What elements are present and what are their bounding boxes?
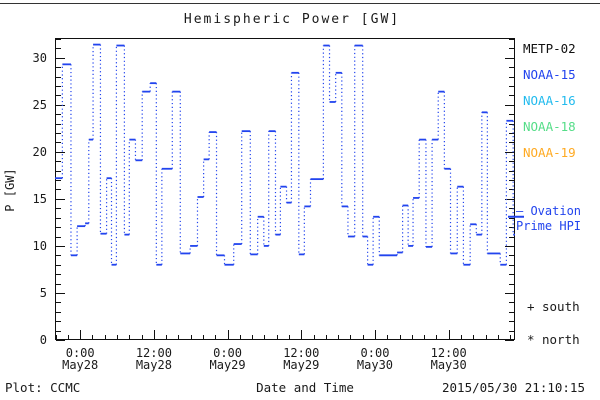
x-tick-time-label: 0:00	[213, 346, 243, 360]
x-tick-time-label: 12:00	[135, 346, 172, 360]
x-tick-date-label: May28	[135, 358, 172, 372]
y-axis-label: P [GW]	[3, 168, 17, 212]
asterisk-marker-icon: *	[527, 332, 535, 347]
y-tick-label: 5	[39, 285, 47, 300]
y-tick-label: 25	[32, 97, 47, 112]
top-divider-rule	[0, 3, 600, 4]
ovation-series-label: – Ovation Prime HPI	[516, 204, 581, 233]
y-tick-label: 0	[39, 333, 47, 347]
legend-item-metp02: METP-02	[523, 41, 576, 56]
plot-timestamp: 2015/05/30 21:10:15	[442, 380, 585, 395]
x-tick-date-label: May28	[62, 358, 99, 372]
legend-item-noaa18: NOAA-18	[523, 119, 576, 134]
ovation-series-label-line2: Prime HPI	[516, 218, 582, 233]
x-tick-date-label: May30	[356, 358, 394, 372]
x-tick-time-label: 0:00	[65, 346, 95, 360]
x-tick-date-label: May29	[209, 358, 246, 372]
satellite-legend: METP-02 NOAA-15 NOAA-16 NOAA-18 NOAA-19	[523, 41, 576, 171]
chart-canvas	[55, 38, 524, 341]
x-tick-time-label: 0:00	[360, 346, 390, 360]
south-marker-legend: + south	[527, 299, 580, 314]
x-tick-time-label: 12:00	[283, 346, 320, 360]
chart-title: Hemispheric Power [GW]	[183, 12, 401, 27]
x-tick-date-label: May29	[283, 358, 320, 372]
axis-frame	[55, 38, 515, 340]
legend-item-noaa16: NOAA-16	[523, 93, 576, 108]
legend-item-noaa15: NOAA-15	[523, 67, 576, 82]
legend-item-noaa19: NOAA-19	[523, 145, 576, 160]
x-tick-time-label: 12:00	[430, 346, 467, 360]
axis-ticks	[56, 39, 514, 341]
south-label: south	[542, 299, 580, 314]
x-axis-label: Date and Time	[256, 380, 354, 395]
hpi-step-series	[55, 43, 515, 266]
x-tick-date-label: May30	[430, 358, 467, 372]
north-label: north	[542, 332, 580, 347]
y-tick-label: 30	[32, 50, 47, 65]
north-marker-legend: * north	[527, 332, 580, 347]
plot-credit: Plot: CCMC	[5, 380, 81, 395]
plus-marker-icon: +	[527, 299, 535, 314]
ovation-series-label-line1: – Ovation	[516, 204, 582, 218]
y-tick-label: 10	[32, 238, 47, 253]
plot-area	[55, 38, 524, 341]
y-tick-label: 20	[32, 144, 47, 159]
y-tick-label: 15	[32, 191, 47, 206]
